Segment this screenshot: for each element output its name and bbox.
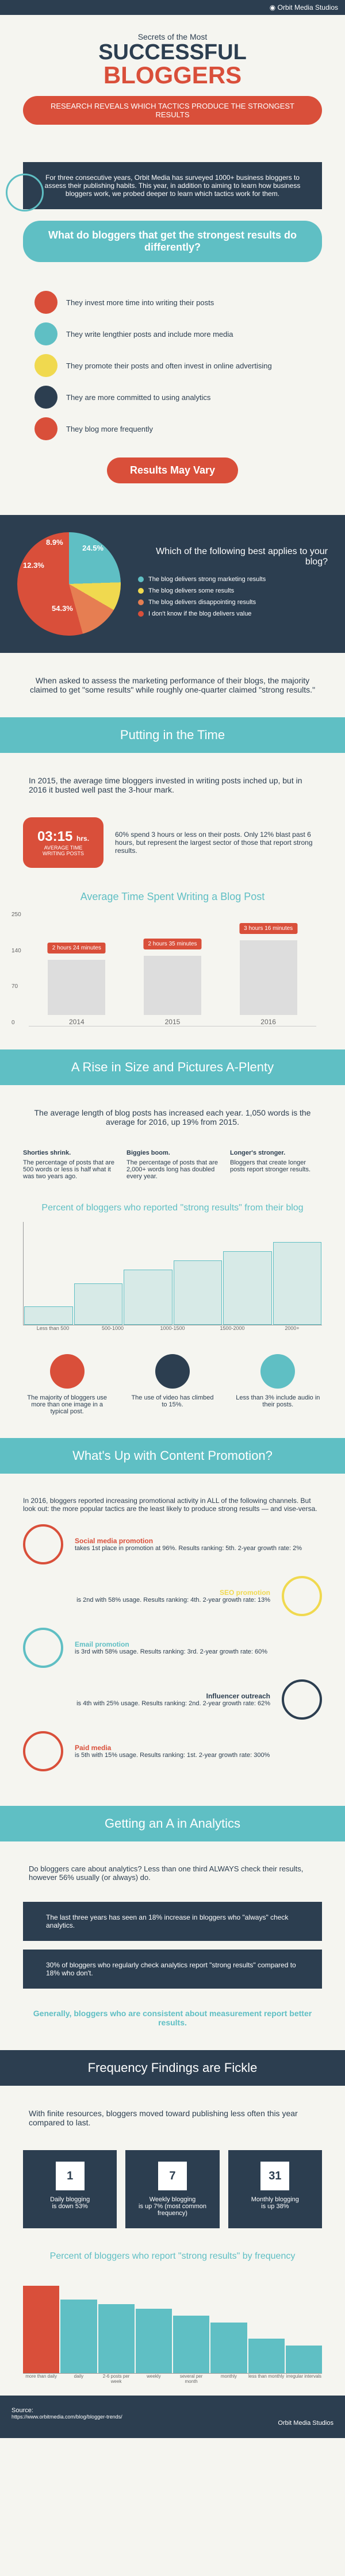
footer: Source: https://www.orbitmedia.com/blog/… [0, 2396, 345, 2438]
analytics-q: Do bloggers care about analytics? Less t… [0, 1853, 345, 1893]
bullet-item: They blog more frequently [34, 417, 310, 440]
promo-section: In 2016, bloggers reported increasing pr… [0, 1485, 345, 1794]
results-button: Results May Vary [107, 457, 238, 483]
hero-title1: SUCCESSFUL [23, 41, 322, 63]
clock-icon [34, 291, 57, 314]
image-icon [50, 1354, 85, 1389]
video-icon [155, 1354, 190, 1389]
differently-list: They invest more time into writing their… [0, 271, 345, 503]
step-title: Percent of bloggers who reported "strong… [23, 1203, 322, 1213]
bullet-item: They are more committed to using analyti… [34, 386, 310, 409]
analytics-section-title: Getting an A in Analytics [0, 1806, 345, 1841]
freq-chart-title: Percent of bloggers who report "strong r… [23, 2251, 322, 2262]
analytics-summary: Generally, bloggers who are consistent a… [0, 1997, 345, 2039]
time-section-title: Putting in the Time [0, 717, 345, 753]
chart-icon [34, 386, 57, 409]
size-section-title: A Rise in Size and Pictures A-Plenty [0, 1049, 345, 1085]
intro-box: For three consecutive years, Orbit Media… [23, 162, 322, 209]
megaphone-icon [34, 354, 57, 377]
hero-title2: BLOGGERS [23, 63, 322, 87]
analytics-box2: 30% of bloggers who regularly check anal… [23, 1950, 322, 1989]
pie-section: 24.5% 8.9% 12.3% 54.3% Which of the foll… [0, 515, 345, 653]
freq-section-title: Frequency Findings are Fickle [0, 2050, 345, 2086]
bullet-item: They invest more time into writing their… [34, 291, 310, 314]
time-intro: In 2015, the average time bloggers inves… [0, 764, 345, 806]
bullet-item: They write lengthier posts and include m… [34, 322, 310, 345]
pie-legend: Which of the following best applies to y… [138, 547, 328, 622]
freq-intro: With finite resources, bloggers moved to… [0, 2097, 345, 2139]
pie-pct: 24.5% [82, 544, 103, 552]
promo-section-title: What's Up with Content Promotion? [0, 1438, 345, 1474]
promo-intro: In 2016, bloggers reported increasing pr… [23, 1497, 322, 1513]
freq-boxes: 1Daily bloggingis down 53% 7Weekly blogg… [0, 2139, 345, 2240]
chart-title: Average Time Spent Writing a Blog Post [29, 891, 316, 903]
differently-title: What do bloggers that get the strongest … [23, 221, 322, 262]
analytics-box1: The last three years has seen an 18% inc… [23, 1902, 322, 1941]
pie-pct: 12.3% [23, 561, 44, 570]
audio-icon [260, 1354, 295, 1389]
ruler-icon [34, 322, 57, 345]
time-bar-chart: Average Time Spent Writing a Blog Post 2… [0, 879, 345, 1038]
pie-title: Which of the following best applies to y… [138, 547, 328, 567]
size-intro: The average length of blog posts has inc… [0, 1097, 345, 1138]
pie-callout: When asked to assess the marketing perfo… [0, 664, 345, 706]
pie-pct: 8.9% [46, 538, 63, 547]
hero-subtitle: RESEARCH REVEALS WHICH TACTICS PRODUCE T… [23, 96, 322, 125]
hero: Secrets of the Most SUCCESSFUL BLOGGERS … [0, 15, 345, 151]
pie-pct: 54.3% [52, 604, 73, 613]
calendar-icon [34, 417, 57, 440]
freq-chart: Percent of bloggers who report "strong r… [0, 2240, 345, 2396]
time-section: 03:15 hrs. AVERAGE TIME WRITING POSTS 60… [0, 806, 345, 879]
size-cols: Shorties shrink.The percentage of posts … [0, 1138, 345, 1191]
step-chart: Percent of bloggers who reported "strong… [0, 1191, 345, 1343]
header-brand: ◉ Orbit Media Studios [0, 0, 345, 15]
clock-badge: 03:15 hrs. AVERAGE TIME WRITING POSTS [23, 817, 103, 868]
media-icons: The majority of bloggers use more than o… [0, 1343, 345, 1427]
pie-chart: 24.5% 8.9% 12.3% 54.3% [17, 532, 121, 636]
time-stat: 60% spend 3 hours or less on their posts… [115, 831, 322, 855]
bullet-item: They promote their posts and often inves… [34, 354, 310, 377]
infographic: ◉ Orbit Media Studios Secrets of the Mos… [0, 0, 345, 2438]
